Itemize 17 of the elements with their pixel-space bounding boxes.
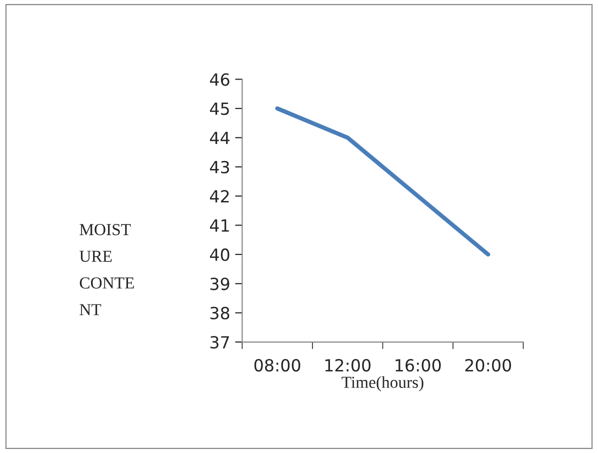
y-tick-label: 42 bbox=[210, 190, 229, 202]
x-tick-label: 20:00 bbox=[465, 358, 512, 372]
line-series bbox=[275, 106, 490, 257]
x-axis-title: Time(hours) bbox=[342, 376, 424, 392]
y-tick-label: 44 bbox=[210, 132, 230, 144]
y-tick-label: 40 bbox=[210, 248, 230, 262]
x-tick-label: 16:00 bbox=[396, 358, 441, 372]
y-tick-label: 41 bbox=[210, 219, 229, 232]
y-tick-label: 46 bbox=[210, 73, 230, 86]
y-tick-label: 39 bbox=[210, 278, 230, 290]
x-tick-label: 12:00 bbox=[325, 358, 370, 372]
x-tick-label: 08:00 bbox=[254, 358, 300, 372]
y-axis-title: MOIST URE CONTE NT bbox=[80, 224, 134, 316]
y-tick-label: 45 bbox=[210, 102, 229, 116]
y-tick-label: 38 bbox=[210, 306, 230, 320]
y-tick-label: 37 bbox=[210, 336, 229, 349]
y-tick-label: 43 bbox=[210, 160, 230, 174]
